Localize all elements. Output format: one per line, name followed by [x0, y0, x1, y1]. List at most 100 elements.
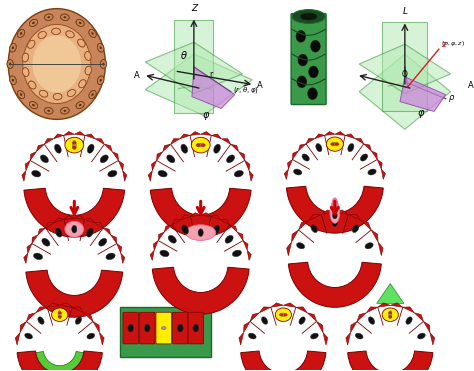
Ellipse shape: [191, 137, 210, 153]
Text: $\theta$: $\theta$: [180, 49, 188, 61]
Ellipse shape: [42, 238, 50, 246]
Ellipse shape: [58, 315, 62, 318]
Polygon shape: [247, 250, 251, 260]
Ellipse shape: [39, 90, 48, 97]
Ellipse shape: [360, 154, 368, 161]
Polygon shape: [211, 215, 221, 220]
Text: $\varphi$: $\varphi$: [417, 108, 425, 121]
Text: L: L: [402, 7, 407, 16]
Ellipse shape: [308, 88, 318, 99]
Ellipse shape: [332, 218, 337, 227]
Polygon shape: [423, 321, 430, 332]
Polygon shape: [288, 160, 292, 169]
Polygon shape: [292, 151, 299, 160]
FancyBboxPatch shape: [139, 312, 155, 344]
Polygon shape: [55, 218, 64, 223]
Polygon shape: [150, 250, 154, 260]
Ellipse shape: [335, 142, 339, 146]
Polygon shape: [317, 321, 323, 332]
Polygon shape: [180, 134, 190, 139]
Ellipse shape: [28, 81, 36, 89]
Polygon shape: [221, 220, 229, 225]
Ellipse shape: [32, 104, 35, 106]
Ellipse shape: [326, 137, 343, 151]
Ellipse shape: [196, 143, 205, 147]
Ellipse shape: [100, 79, 102, 82]
Polygon shape: [306, 138, 315, 144]
Ellipse shape: [196, 144, 201, 147]
Ellipse shape: [213, 225, 219, 234]
Ellipse shape: [201, 144, 205, 147]
Polygon shape: [60, 303, 72, 307]
Ellipse shape: [66, 31, 74, 38]
Polygon shape: [377, 283, 404, 303]
Ellipse shape: [102, 63, 104, 66]
Wedge shape: [288, 262, 382, 307]
Ellipse shape: [262, 317, 268, 324]
Polygon shape: [245, 161, 250, 171]
Polygon shape: [299, 220, 309, 230]
Ellipse shape: [73, 140, 76, 150]
Polygon shape: [321, 210, 335, 214]
Polygon shape: [371, 230, 378, 242]
Polygon shape: [335, 132, 345, 135]
Polygon shape: [153, 240, 158, 250]
Ellipse shape: [38, 32, 46, 39]
Polygon shape: [118, 161, 123, 171]
Ellipse shape: [65, 221, 84, 237]
Ellipse shape: [275, 308, 292, 322]
Polygon shape: [15, 332, 20, 345]
Polygon shape: [181, 215, 191, 220]
Ellipse shape: [198, 229, 203, 236]
Polygon shape: [201, 213, 211, 216]
Ellipse shape: [20, 93, 22, 96]
Polygon shape: [201, 132, 211, 135]
Text: $(r,\theta,\varphi)$: $(r,\theta,\varphi)$: [233, 85, 259, 95]
Ellipse shape: [193, 324, 199, 332]
Ellipse shape: [33, 35, 81, 93]
Ellipse shape: [29, 102, 37, 109]
Ellipse shape: [87, 333, 95, 339]
Ellipse shape: [299, 317, 305, 324]
Ellipse shape: [78, 39, 85, 47]
Ellipse shape: [52, 308, 68, 322]
Polygon shape: [111, 235, 117, 243]
Ellipse shape: [72, 225, 77, 233]
Ellipse shape: [64, 110, 66, 112]
Ellipse shape: [332, 198, 338, 211]
Ellipse shape: [225, 235, 233, 243]
Ellipse shape: [310, 40, 320, 52]
Ellipse shape: [61, 108, 69, 114]
Polygon shape: [357, 313, 366, 321]
Polygon shape: [211, 134, 221, 139]
Ellipse shape: [160, 250, 169, 257]
FancyBboxPatch shape: [173, 312, 188, 344]
Wedge shape: [150, 188, 251, 237]
Polygon shape: [117, 243, 122, 253]
Ellipse shape: [293, 169, 302, 175]
Polygon shape: [38, 228, 46, 235]
Polygon shape: [325, 132, 335, 135]
Polygon shape: [103, 228, 111, 235]
Ellipse shape: [348, 144, 354, 152]
Ellipse shape: [9, 43, 16, 52]
Polygon shape: [359, 54, 451, 129]
Polygon shape: [46, 223, 55, 228]
Polygon shape: [315, 134, 325, 139]
Ellipse shape: [280, 313, 283, 316]
Ellipse shape: [177, 324, 183, 332]
Polygon shape: [237, 232, 243, 240]
Text: $\varphi$: $\varphi$: [201, 111, 210, 122]
Polygon shape: [348, 214, 361, 220]
FancyBboxPatch shape: [188, 312, 204, 344]
Ellipse shape: [45, 14, 53, 20]
Ellipse shape: [12, 46, 14, 49]
Ellipse shape: [55, 228, 62, 237]
Ellipse shape: [18, 30, 25, 37]
Ellipse shape: [22, 68, 29, 76]
Ellipse shape: [72, 141, 76, 144]
Ellipse shape: [316, 144, 322, 152]
Ellipse shape: [79, 80, 86, 88]
Polygon shape: [403, 307, 414, 313]
Polygon shape: [323, 332, 328, 345]
